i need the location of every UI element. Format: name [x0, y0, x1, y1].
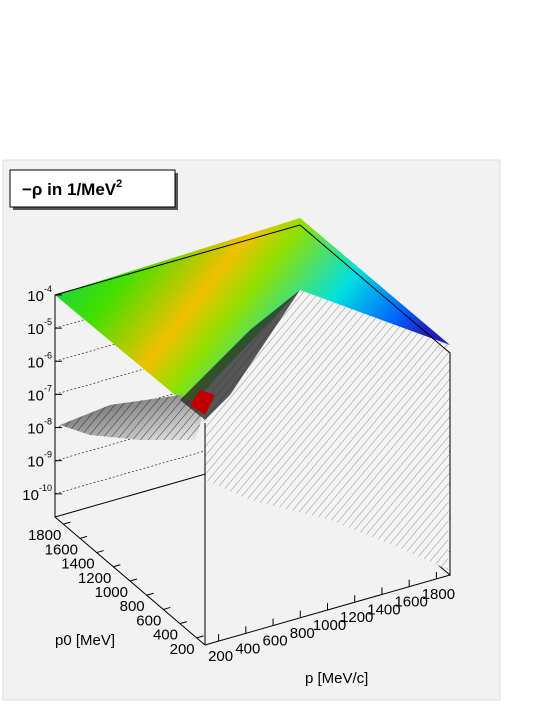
- y-tick: [79, 535, 88, 539]
- x-tick-label: 1000: [313, 617, 346, 634]
- box-edge: [54, 224, 301, 296]
- surface-ridge: [180, 290, 300, 420]
- title-superscript: 2: [116, 178, 122, 190]
- z-tick-exponent: -6: [44, 350, 52, 360]
- z-tick-base: 10: [27, 387, 44, 404]
- x-tick-label: 1600: [394, 594, 427, 611]
- y-tick-label: 200: [170, 641, 195, 658]
- x-axis-label: p [MeV/c]: [305, 670, 368, 687]
- z-tick-base: 10: [22, 487, 39, 504]
- z-tick-exponent: -8: [44, 417, 52, 427]
- z-tick-base: 10: [27, 321, 44, 338]
- z-tick-label: 10-9: [27, 450, 52, 471]
- surface: [55, 218, 450, 570]
- z-tick-label: 10-8: [27, 417, 52, 438]
- y-tick-label: 1200: [78, 570, 111, 587]
- y-tick: [146, 592, 154, 596]
- z-tick-exponent: -10: [39, 483, 52, 493]
- x-tick-label: 1800: [422, 586, 455, 603]
- surface-hatch-right: [195, 290, 450, 570]
- y-tick: [96, 550, 104, 554]
- z-tick-exponent: -5: [44, 317, 52, 327]
- z-tick-exponent: -7: [44, 383, 52, 393]
- y-tick: [163, 606, 171, 610]
- z-tick-label: 10-7: [27, 383, 52, 404]
- z-tick-base: 10: [27, 454, 44, 471]
- y-tick-label: 1800: [28, 527, 61, 544]
- x-tick-label: 1200: [340, 609, 373, 626]
- y-tick: [63, 521, 71, 525]
- surface-peak: [190, 390, 215, 415]
- z-tick-base: 10: [27, 288, 44, 305]
- y-tick-label: 400: [153, 627, 178, 644]
- z-tick-label: 10-10: [22, 483, 52, 504]
- y-tick: [113, 564, 121, 568]
- y-axis-label: p0 [MeV]: [55, 632, 115, 649]
- y-tick: [129, 578, 138, 582]
- z-tick-label: 10-6: [27, 350, 52, 371]
- x-tick-label: 600: [263, 633, 288, 650]
- x-tick-label: 200: [208, 648, 233, 665]
- y-tick: [196, 635, 204, 639]
- x-tick-label: 1400: [367, 601, 400, 618]
- z-tick-exponent: -4: [44, 284, 52, 294]
- box-edge: [299, 224, 451, 354]
- y-tick-label: 600: [136, 612, 161, 629]
- z-tick-label: 10-5: [27, 317, 52, 338]
- surface-hatch-left: [60, 395, 205, 440]
- x-tick-label: 800: [290, 625, 315, 642]
- z-tick-base: 10: [27, 354, 44, 371]
- chart-title: −ρ in 1/MeV2: [22, 178, 122, 199]
- z-tick-exponent: -9: [44, 450, 52, 460]
- y-tick-label: 1400: [61, 556, 94, 573]
- title-text: −ρ in 1/MeV: [22, 180, 117, 199]
- y-tick: [179, 621, 188, 625]
- z-tick-base: 10: [27, 421, 44, 438]
- title-box: [9, 169, 176, 208]
- y-tick-label: 1000: [95, 584, 128, 601]
- y-tick-label: 800: [120, 598, 145, 615]
- z-tick-label: 10-4: [27, 284, 52, 305]
- y-tick-label: 1600: [45, 541, 78, 558]
- x-tick-label: 400: [235, 640, 260, 657]
